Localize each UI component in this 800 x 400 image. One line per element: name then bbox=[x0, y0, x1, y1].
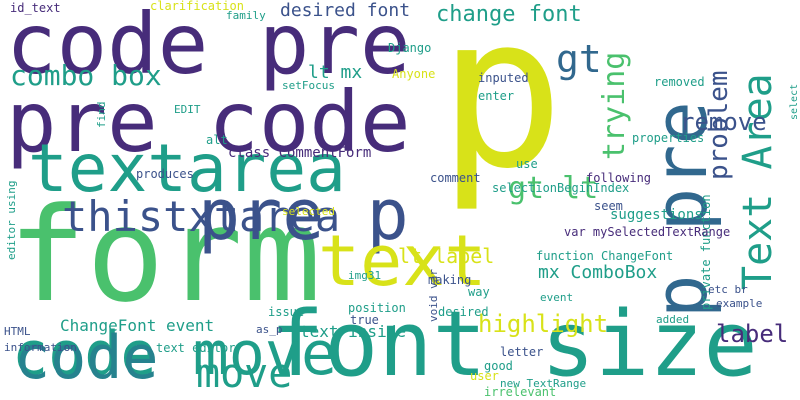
word-gt: gt bbox=[556, 37, 602, 81]
word-user: user bbox=[470, 369, 499, 383]
word-code: code bbox=[14, 323, 159, 393]
word-var-myselectedtextrange: var mySelectedTextRange bbox=[564, 225, 731, 239]
word-issue: issue bbox=[268, 305, 305, 319]
word-setfocus: setFocus bbox=[282, 79, 335, 92]
word-pre-code: pre code bbox=[6, 73, 411, 171]
word-trying: trying bbox=[597, 51, 632, 160]
word-edit: EDIT bbox=[174, 103, 201, 116]
word-clarification: clarification bbox=[150, 0, 244, 13]
word-class-commentform: class CommentForm bbox=[228, 145, 372, 161]
word-text: text bbox=[318, 220, 487, 302]
word-position: position bbox=[348, 301, 406, 315]
word-thistxtarea: thistxtarea bbox=[62, 192, 341, 241]
word-new-textrange: new TextRange bbox=[500, 377, 587, 390]
word-function-changefont: function ChangeFont bbox=[536, 249, 674, 263]
word-etc-br: etc br bbox=[708, 283, 748, 296]
word-void-var: void var bbox=[427, 269, 440, 322]
word-editor-using: editor using bbox=[5, 180, 18, 260]
word-p: p bbox=[438, 0, 565, 215]
word-desired: desired bbox=[438, 305, 489, 319]
word-example: example bbox=[716, 297, 763, 310]
word-way: way bbox=[468, 285, 490, 299]
word-text-area: Text Area bbox=[735, 73, 781, 290]
word-find: find bbox=[95, 101, 108, 129]
word-desired-font: desired font bbox=[280, 0, 411, 21]
word-gt-lt: gt lt bbox=[508, 171, 599, 206]
word-good: good bbox=[484, 359, 513, 373]
word-label: label bbox=[716, 320, 789, 348]
word-img31: img31 bbox=[348, 269, 382, 282]
word-true: true bbox=[350, 313, 379, 327]
word-remove: remove bbox=[680, 108, 767, 136]
word-added: added bbox=[656, 313, 690, 326]
word-suggestions: suggestions bbox=[610, 207, 703, 223]
word-lt-mx: lt mx bbox=[308, 62, 363, 83]
word-letter: letter bbox=[500, 345, 544, 359]
word-move: move bbox=[196, 351, 293, 397]
word-changefont-event: ChangeFont event bbox=[60, 316, 215, 335]
word-event: event bbox=[540, 291, 574, 304]
word-select: select bbox=[789, 83, 800, 120]
word-properties: properties bbox=[632, 131, 705, 145]
word-highlight: highlight bbox=[478, 310, 609, 338]
word-mx-combobox: mx ComboBox bbox=[538, 262, 658, 283]
word-inputed: inputed bbox=[478, 71, 529, 85]
word-making: making bbox=[428, 273, 472, 287]
word-irrelevant: irrelevant bbox=[484, 385, 557, 399]
word-id-text: id_text bbox=[10, 1, 61, 15]
word-comment: comment bbox=[430, 171, 481, 185]
word-code-move: code move bbox=[12, 319, 338, 389]
word-text-inside: text inside bbox=[300, 322, 406, 341]
word-use: use bbox=[516, 157, 538, 171]
word-code-pre: code pre bbox=[6, 0, 411, 93]
word-text-editor: text editor bbox=[156, 341, 236, 355]
word-form: form bbox=[8, 179, 322, 331]
word-change-font: change font bbox=[436, 2, 582, 27]
word-selected: selected bbox=[282, 205, 335, 218]
word-removed: removed bbox=[654, 75, 705, 89]
word-alt: alt bbox=[206, 133, 228, 147]
word-information: information bbox=[4, 341, 77, 354]
word-combo-box: combo box bbox=[10, 59, 162, 92]
word-pre-p: pre p bbox=[198, 174, 409, 256]
word-html: HTML bbox=[4, 325, 31, 338]
word-family: family bbox=[226, 9, 266, 22]
word-selectionbeginindex: selectionBeginIndex bbox=[492, 181, 630, 195]
word-textarea: textarea bbox=[28, 130, 346, 207]
word-seem: seem bbox=[594, 199, 623, 213]
word-font-size: font size bbox=[270, 292, 758, 397]
word-produces: produces bbox=[136, 167, 194, 181]
word-as-p: as_p bbox=[256, 323, 283, 336]
word-lt-label: lt label bbox=[398, 244, 495, 268]
word-following: following bbox=[586, 171, 652, 185]
word-enter: enter bbox=[478, 89, 515, 103]
word-anyone: Anyone bbox=[392, 67, 436, 81]
word-django: Django bbox=[388, 41, 432, 55]
